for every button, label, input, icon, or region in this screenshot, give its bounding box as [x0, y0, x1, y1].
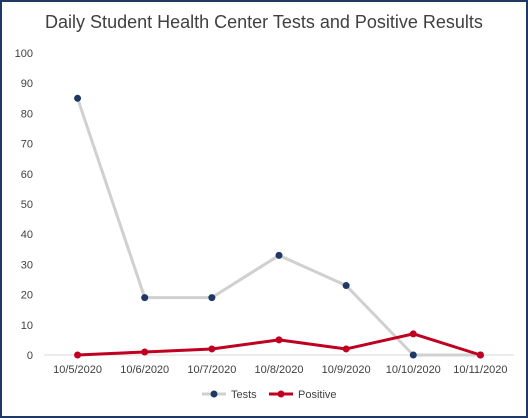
data-point-positive: [476, 351, 484, 359]
x-tick-label: 10/10/2020: [386, 364, 441, 376]
y-tick-label: 100: [15, 48, 33, 60]
data-point-positive: [275, 336, 283, 344]
legend-marker-positive: [277, 390, 285, 398]
chart-title: Daily Student Health Center Tests and Po…: [45, 12, 483, 32]
y-tick-label: 50: [21, 199, 33, 211]
series-line-tests: [76, 97, 481, 357]
y-tick-label: 10: [21, 320, 33, 332]
legend-label-positive: Positive: [298, 389, 337, 401]
data-point-tests: [409, 351, 417, 359]
y-tick-label: 0: [27, 350, 33, 362]
data-point-positive: [74, 351, 82, 359]
y-tick-label: 40: [21, 229, 33, 241]
y-tick-label: 70: [21, 139, 33, 151]
legend-label-tests: Tests: [231, 389, 257, 401]
data-point-positive: [342, 345, 350, 353]
x-tick-label: 10/11/2020: [453, 364, 507, 376]
x-tick-label: 10/7/2020: [187, 364, 236, 376]
data-point-positive: [208, 345, 216, 353]
legend-marker-tests: [210, 390, 218, 398]
data-point-positive: [141, 348, 149, 356]
y-tick-label: 30: [21, 259, 33, 271]
data-point-positive: [409, 330, 417, 338]
data-point-tests: [141, 294, 149, 302]
data-point-tests: [74, 94, 82, 102]
y-tick-label: 80: [21, 108, 33, 120]
data-point-tests: [208, 294, 216, 302]
data-point-tests: [342, 282, 350, 290]
y-tick-label: 90: [21, 78, 33, 90]
x-tick-label: 10/6/2020: [120, 364, 169, 376]
y-tick-label: 20: [21, 290, 33, 302]
x-tick-label: 10/9/2020: [322, 364, 371, 376]
x-tick-label: 10/5/2020: [53, 364, 102, 376]
data-point-tests: [275, 251, 283, 259]
x-tick-label: 10/8/2020: [255, 364, 304, 376]
y-tick-label: 60: [21, 169, 33, 181]
